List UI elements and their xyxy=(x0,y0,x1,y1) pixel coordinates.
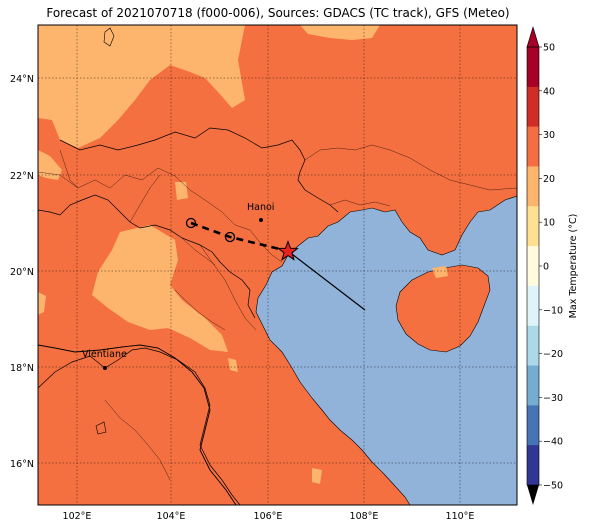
city-marker-hanoi xyxy=(259,218,263,222)
lat-label: 20°N xyxy=(10,267,34,278)
city-label-vientiane: Vientiane xyxy=(82,349,127,360)
colorbar-segment xyxy=(527,365,539,406)
lat-label: 18°N xyxy=(10,363,34,374)
cool-region-north xyxy=(38,25,245,148)
lat-label: 22°N xyxy=(10,171,34,182)
colorbar-tick-label: 30 xyxy=(543,130,555,141)
colorbar-segment xyxy=(527,445,539,486)
latitude-labels: 24°N 22°N 20°N 18°N 16°N xyxy=(10,74,34,470)
lon-label: 106°E xyxy=(254,511,283,522)
colorbar-segment xyxy=(527,47,539,88)
colorbar-tick-label: −10 xyxy=(543,305,563,316)
colorbar-tick-label: −30 xyxy=(543,393,563,404)
colorbar-tick-label: −40 xyxy=(543,437,563,448)
cool-region-small-2 xyxy=(38,292,46,315)
colorbar-segment xyxy=(527,166,539,207)
colorbar-segment xyxy=(527,206,539,247)
colorbar-segment xyxy=(527,405,539,446)
lake-laos xyxy=(95,421,107,435)
cool-region-west xyxy=(38,150,62,180)
gridlines xyxy=(38,25,517,505)
lon-label: 110°E xyxy=(446,511,475,522)
storm-position-star-icon xyxy=(277,240,299,261)
colorbar-tick-label: 40 xyxy=(543,86,555,97)
hainan-cool-patch xyxy=(432,266,448,278)
colorbar-tick-label: −20 xyxy=(543,349,563,360)
colorbar: 50 40 30 20 10 0 −10 −20 −30 −40 −50 xyxy=(526,25,563,505)
colorbar-tick-label: 0 xyxy=(543,262,549,273)
lake-north xyxy=(103,27,115,47)
cool-region-laos xyxy=(92,225,228,352)
map-frame xyxy=(37,24,518,506)
city-marker-vientiane xyxy=(103,366,107,370)
colorbar-segment xyxy=(527,86,539,128)
province-boundaries xyxy=(38,144,517,481)
cool-region-north-east xyxy=(300,25,380,40)
track-point-2 xyxy=(224,231,236,243)
map-panel: Hanoi Vientiane xyxy=(38,25,517,505)
map-title: Forecast of 2021070718 (f000-006), Sourc… xyxy=(46,6,510,20)
longitude-labels: 102°E 104°E 106°E 108°E 110°E xyxy=(63,511,475,522)
lon-label: 108°E xyxy=(350,511,379,522)
river-mekong xyxy=(38,344,237,505)
colorbar-label: Max Temperature (°C) xyxy=(568,214,579,319)
lat-label: 16°N xyxy=(10,459,34,470)
colorbar-tick-label: −50 xyxy=(543,481,563,492)
city-label-hanoi: Hanoi xyxy=(247,202,274,213)
cool-region-coast-2 xyxy=(312,468,322,484)
colorbar-tick-label: 20 xyxy=(543,174,555,185)
colorbar-tick-label: 50 xyxy=(543,43,555,54)
colorbar-tick-label: 10 xyxy=(543,218,555,229)
cool-region-coast-1 xyxy=(228,358,238,372)
lon-label: 104°E xyxy=(157,511,186,522)
colorbar-segment xyxy=(527,246,539,287)
colorbar-segment xyxy=(527,325,539,367)
forecast-track-line xyxy=(287,250,366,311)
track-point-1 xyxy=(185,217,197,229)
lat-label: 24°N xyxy=(10,74,34,85)
colorbar-extend-min xyxy=(527,485,539,505)
colorbar-segment xyxy=(527,126,539,167)
lon-label: 102°E xyxy=(63,511,92,522)
colorbar-extend-max xyxy=(526,25,540,48)
colorbar-segment xyxy=(527,285,539,327)
past-track-dashed xyxy=(190,221,289,253)
cool-region-small-1 xyxy=(175,182,188,200)
